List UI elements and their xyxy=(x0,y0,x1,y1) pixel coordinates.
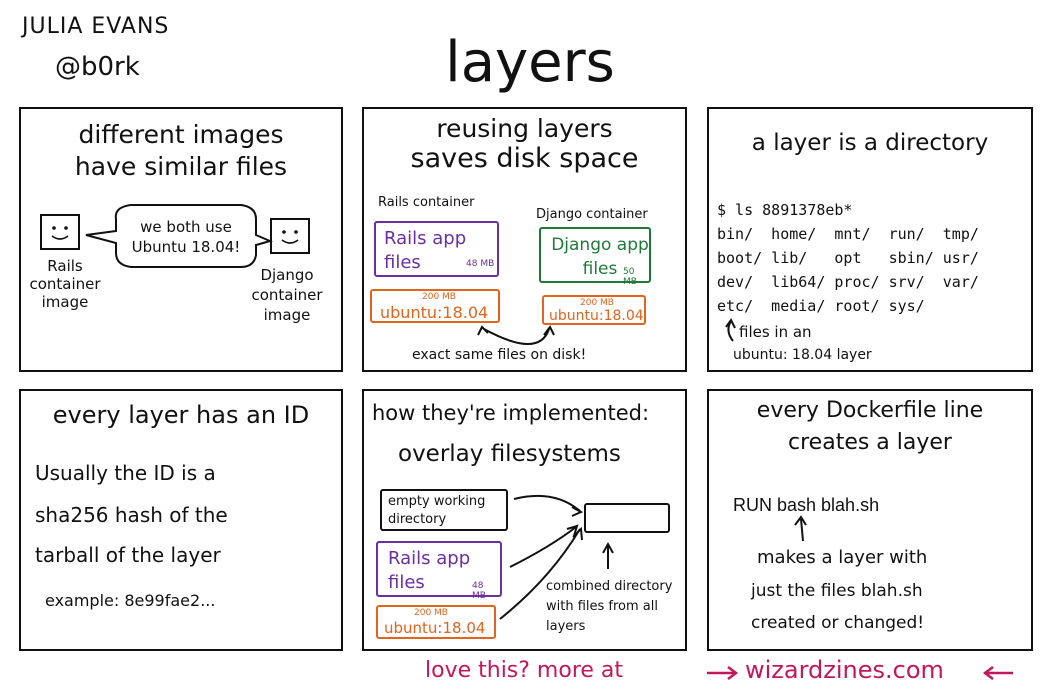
panel-overlay-fs: how they're implemented: overlay filesys… xyxy=(362,389,687,651)
panel4-body-line2: sha256 hash of the xyxy=(35,503,228,527)
overlay-rails-size: 48 MB xyxy=(472,581,486,601)
rails-image-label: Rails container image xyxy=(29,257,101,311)
author-handle: @b0rk xyxy=(55,52,140,82)
django-container-label: Django container xyxy=(536,207,648,222)
speech-text: we both use Ubuntu 18.04! xyxy=(131,218,241,256)
panel1-title-line2: have similar files xyxy=(74,152,288,181)
panel5-title-line2: overlay filesystems xyxy=(398,441,621,467)
overlay-rails-box: Rails app files 48 MB xyxy=(376,541,502,601)
rails-ubuntu-box: 200 MB ubuntu:18.04 xyxy=(370,289,500,323)
panel5-arrows xyxy=(499,494,614,620)
panel3-title: a layer is a directory xyxy=(751,130,989,156)
overlay-ubuntu-size: 200 MB xyxy=(414,608,448,618)
panel4-example: example: 8e99fae2... xyxy=(45,591,216,610)
panel1-drawing xyxy=(40,204,310,268)
panel-different-images: different images have similar files we b… xyxy=(19,107,343,372)
django-ubuntu-size: 200 MB xyxy=(580,298,614,308)
rails-container-label: Rails container xyxy=(378,195,475,210)
panel6-title-line1: every Dockerfile line xyxy=(756,398,984,423)
panel-layer-id: every layer has an ID Usually the ID is … xyxy=(19,389,343,651)
django-face-icon xyxy=(270,218,310,254)
panel2-title-line2: saves disk space xyxy=(410,143,639,174)
panel1-title-line1: different images xyxy=(78,120,284,149)
panel2-caption: exact same files on disk! xyxy=(412,347,587,363)
panel6-note-line2: just the files blah.sh xyxy=(751,581,923,601)
panel4-title: every layer has an ID xyxy=(52,401,310,429)
panel-layer-directory: a layer is a directory $ ls 8891378eb* b… xyxy=(707,107,1033,372)
author-name: JULIA EVANS xyxy=(22,14,170,39)
panel4-body-line3: tarball of the layer xyxy=(35,543,221,567)
rails-face-icon xyxy=(40,214,80,250)
panel6-note-line1: makes a layer with xyxy=(757,547,928,568)
rails-size: 48 MB xyxy=(466,259,495,269)
ls-row-1: bin/ home/ mnt/ run/ tmp/ xyxy=(717,225,979,243)
panel3-arrow xyxy=(725,318,736,342)
footer-link[interactable]: wizardzines.com xyxy=(745,656,944,684)
panel4-body-line1: Usually the ID is a xyxy=(35,461,216,485)
footer-text: love this? more at xyxy=(425,658,624,683)
run-command: RUN bash blah.sh xyxy=(733,495,880,515)
django-app-files-box: Django app files 50 MB xyxy=(539,227,651,287)
ls-row-3: dev/ lib64/ proc/ srv/ var/ xyxy=(717,273,979,291)
django-ubuntu-box: 200 MB ubuntu:18.04 xyxy=(542,295,646,325)
panel-reusing-layers: reusing layers saves disk space Rails co… xyxy=(362,107,687,372)
combined-note: combined directory with files from all l… xyxy=(546,579,673,634)
panel6-title-line2: creates a layer xyxy=(788,430,952,455)
ls-row-2: boot/ lib/ opt sbin/ usr/ xyxy=(717,249,979,267)
overlay-rails-label: Rails app files xyxy=(388,548,471,593)
panel-dockerfile: every Dockerfile line creates a layer RU… xyxy=(707,389,1033,651)
django-app-files-label: Django app files xyxy=(551,235,649,279)
panel3-note-line1: files in an xyxy=(739,323,812,341)
overlay-ubuntu-label: ubuntu:18.04 xyxy=(384,619,486,637)
django-image-label: Django container image xyxy=(251,266,323,324)
empty-dir-label: empty working directory xyxy=(388,494,486,527)
panel5-title-line1: how they're implemented: xyxy=(372,401,650,425)
speech-bubble xyxy=(85,204,273,268)
ls-row-4: etc/ media/ root/ sys/ xyxy=(717,297,925,315)
panel3-note-line2: ubuntu: 18.04 layer xyxy=(733,347,872,363)
panel2-arrow xyxy=(477,325,555,345)
panel6-arrow xyxy=(794,515,807,542)
combined-dir-box xyxy=(584,503,670,533)
ls-command: $ ls 8891378eb* xyxy=(717,201,853,219)
panel6-note-line3: created or changed! xyxy=(751,613,925,633)
django-ubuntu-label: ubuntu:18.04 xyxy=(549,308,644,324)
page-title: layers xyxy=(445,30,615,95)
rails-app-files-box: Rails app files 48 MB xyxy=(374,221,499,277)
panel2-title-line1: reusing layers xyxy=(436,114,613,143)
rails-ubuntu-label: ubuntu:18.04 xyxy=(380,303,489,322)
rails-ubuntu-size: 200 MB xyxy=(422,292,456,302)
empty-dir-box: empty working directory xyxy=(380,489,508,531)
rails-app-files-label: Rails app files xyxy=(384,228,467,273)
django-size: 50 MB xyxy=(623,267,637,287)
overlay-ubuntu-box: 200 MB ubuntu:18.04 xyxy=(376,605,496,639)
